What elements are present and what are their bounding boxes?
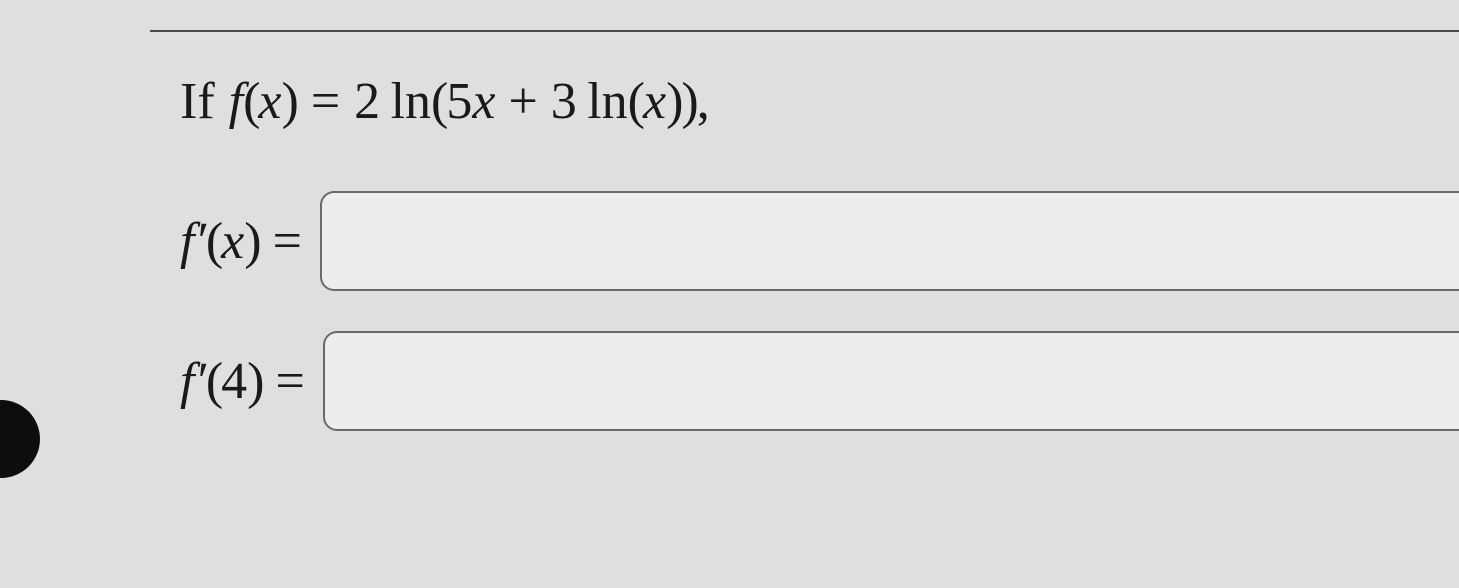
paren-o1: ( [206, 213, 221, 270]
equals: = [311, 72, 340, 131]
close-paren: ) [282, 73, 297, 130]
row-fprime-4: f′(4) = [180, 331, 1459, 431]
sym-f3: f [180, 353, 194, 410]
open-paren: ( [243, 73, 258, 130]
input-fprime-x[interactable] [320, 191, 1459, 291]
ln1: ln [391, 73, 431, 130]
plus: + [508, 73, 537, 130]
coeff-5: 5 [446, 73, 472, 130]
prime2: ′ [194, 353, 205, 410]
sym-f2: f [180, 213, 194, 270]
coeff-3: 3 [551, 73, 577, 130]
eq2: = [275, 353, 304, 410]
eq1: = [273, 213, 302, 270]
sym-f: f [229, 73, 243, 130]
arg-x: x [258, 73, 281, 130]
question-block: If f(x) = 2 ln(5x + 3 ln(x)), f′(x) = f′… [0, 32, 1459, 431]
ln2: ln [587, 73, 627, 130]
arg-4: 4 [221, 353, 247, 410]
question-text: If f(x) = 2 ln(5x + 3 ln(x)), [180, 72, 1459, 131]
label-fprime-x: f′(x) = [180, 212, 302, 271]
paren-close-outer: ) [681, 73, 696, 130]
arg-x2: x [221, 213, 244, 270]
prime1: ′ [194, 213, 205, 270]
var-x2: x [643, 73, 666, 130]
coeff-2: 2 [354, 73, 380, 130]
rhs-expression: 2 ln(5x + 3 ln(x)), [354, 72, 710, 131]
trailing-comma: , [697, 73, 710, 130]
paren-o2: ( [206, 353, 221, 410]
var-x1: x [472, 73, 495, 130]
paren-open-inner: ( [628, 73, 643, 130]
paren-open-outer: ( [431, 73, 446, 130]
row-fprime-x: f′(x) = [180, 191, 1459, 291]
expr-fx: f(x) [229, 72, 297, 131]
label-fprime-4: f′(4) = [180, 352, 305, 411]
input-fprime-4[interactable] [323, 331, 1459, 431]
paren-close-inner: ) [666, 73, 681, 130]
prefix-if: If [180, 72, 215, 131]
paren-c2: ) [247, 353, 262, 410]
paren-c1: ) [244, 213, 259, 270]
